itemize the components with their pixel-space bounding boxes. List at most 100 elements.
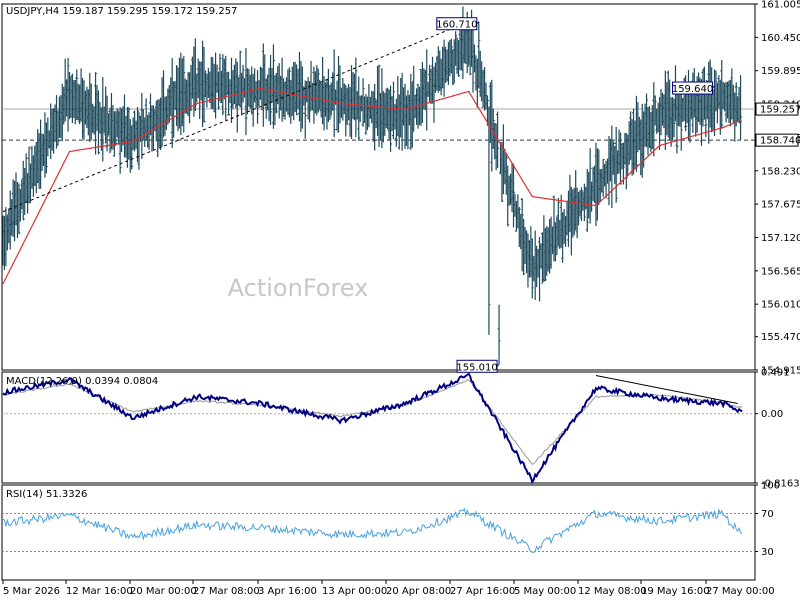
rsi-title: RSI(14) 51.3326: [6, 489, 87, 500]
ohlc-bar: [585, 168, 589, 232]
ohlc-bar: [227, 71, 231, 116]
ohlc-bar: [517, 207, 521, 247]
ohlc-bar: [216, 71, 220, 110]
x-tick-label: 27 Apr 16:00: [450, 586, 515, 597]
x-tick-label: 20 Mar 00:00: [130, 586, 197, 597]
ohlc-bar: [271, 44, 275, 129]
ohlc-bar: [520, 197, 524, 272]
price-annotation-leader: [476, 21, 480, 25]
ohlc-bar: [530, 238, 534, 299]
ohlc-bar: [221, 54, 225, 116]
ohlc-bar: [588, 148, 592, 224]
macd-title: MACD(12,26,9) 0.0394 0.0804: [6, 376, 158, 387]
x-tick-label: 27 Mar 08:00: [193, 586, 260, 597]
ohlc-bar: [198, 61, 202, 120]
ohlc-bar: [595, 148, 599, 221]
ohlc-bar: [44, 122, 48, 174]
macd-y-tick-label: -0.8163: [761, 479, 800, 490]
ohlc-bar: [471, 18, 475, 93]
ohlc-bar: [504, 153, 508, 195]
ohlc-bar: [720, 60, 724, 129]
level-tag: 158.740: [755, 133, 800, 147]
ohlc-bar: [94, 72, 98, 155]
ohlc-bar: [543, 228, 547, 281]
ohlc-bar: [619, 132, 623, 185]
ohlc-bar: [734, 82, 738, 127]
ohlc-bar: [300, 66, 304, 129]
ohlc-bar: [627, 121, 631, 165]
main-chart-title: USDJPY,H4 159.187 159.295 159.172 159.25…: [6, 6, 237, 17]
price-annotation-text: 155.010: [456, 362, 497, 373]
ohlc-bar: [27, 146, 31, 204]
y-tick-label: 155.470: [761, 332, 800, 343]
ohlc-bar: [457, 40, 461, 77]
ohlc-bar: [274, 72, 278, 114]
ohlc-bar: [127, 107, 131, 160]
ohlc-bar: [118, 107, 122, 174]
ohlc-bar: [328, 85, 332, 120]
ohlc-bar: [241, 64, 245, 103]
ohlc-bar: [287, 67, 291, 118]
ohlc-bar: [679, 87, 683, 151]
ohlc-bar: [17, 183, 21, 235]
ohlc-bar: [704, 90, 708, 138]
y-tick-label: 156.010: [761, 300, 800, 311]
ohlc-bar: [645, 93, 649, 148]
ohlc-bar: [497, 304, 501, 365]
y-tick-label: 156.565: [761, 266, 800, 277]
ohlc-bar: [653, 95, 657, 126]
ohlc-bar: [256, 70, 260, 124]
y-tick-label: 159.895: [761, 66, 800, 77]
ohlc-bar: [500, 141, 504, 203]
ohlc-bar: [56, 110, 60, 146]
ohlc-bar: [182, 55, 186, 133]
ohlc-bar: [218, 53, 222, 102]
ohlc-bar: [295, 64, 299, 116]
ohlc-bar: [556, 197, 560, 246]
ohlc-bar: [238, 50, 242, 108]
ohlc-bar: [130, 125, 134, 170]
level-tag-text: 159.257: [760, 105, 800, 116]
ohlc-bar: [193, 38, 197, 112]
ohlc-bar: [316, 68, 320, 113]
ohlc-bar: [739, 75, 743, 141]
macd-line: [2, 372, 743, 485]
ohlc-bar: [506, 165, 510, 227]
macd-y-tick-label: 0.00: [761, 409, 783, 420]
ohlc-bar: [105, 95, 109, 152]
x-tick-label: 5 May 00:00: [514, 586, 576, 597]
ohlc-bar: [614, 126, 618, 203]
ohlc-bar: [96, 90, 100, 155]
ohlc-bar: [377, 64, 381, 148]
ohlc-bar: [24, 153, 28, 203]
price-annotation-leader: [712, 85, 715, 89]
ohlc-bar: [354, 57, 358, 138]
macd-y-tick-label: 0.491: [761, 368, 790, 379]
x-tick-label: 12 May 08:00: [578, 586, 647, 597]
ohlc-bar: [135, 107, 139, 163]
ohlc-bar: [389, 85, 393, 152]
ohlc-bar: [361, 78, 365, 127]
ohlc-bar: [303, 80, 307, 139]
watermark-text: ActionForex: [228, 274, 369, 302]
y-tick-label: 161.005: [761, 0, 800, 11]
ohlc-bar: [391, 81, 395, 140]
ohlc-bar: [202, 46, 206, 123]
macd-panel-frame: [1, 371, 756, 484]
x-tick-label: 13 Apr 00:00: [322, 586, 387, 597]
ohlc-bar: [491, 108, 495, 149]
ohlc-bar: [332, 49, 336, 138]
moving-average-line: [2, 87, 742, 285]
rsi-y-tick-label: 70: [761, 509, 774, 520]
ohlc-bar: [357, 76, 361, 141]
price-annotation: 160.710: [436, 17, 480, 31]
price-annotation: 155.010: [456, 359, 500, 373]
x-tick-label: 27 May 00:00: [706, 586, 775, 597]
level-tag-box: [755, 102, 799, 116]
y-tick-label: 157.120: [761, 233, 800, 244]
ohlc-bar: [115, 108, 119, 137]
ohlc-bar: [449, 38, 453, 74]
ohlc-bar: [108, 107, 112, 154]
level-tag-box: [755, 133, 799, 147]
